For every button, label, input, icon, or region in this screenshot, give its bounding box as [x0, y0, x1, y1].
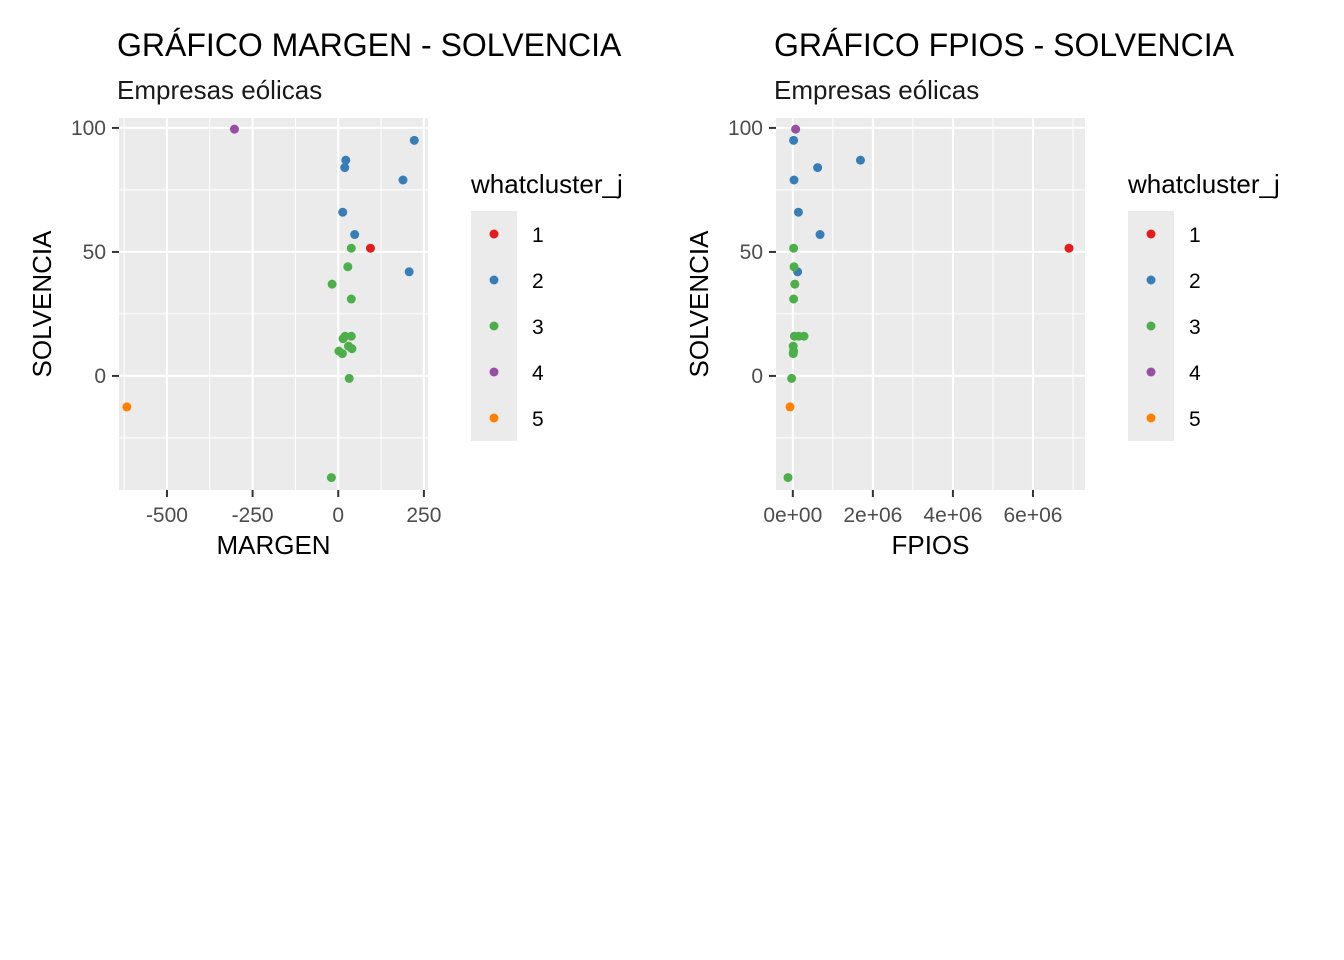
data-point-cluster-3 [799, 331, 809, 341]
legend-label-3: 3 [1189, 316, 1201, 339]
data-point-cluster-1 [365, 243, 375, 253]
data-point-cluster-3 [346, 331, 356, 341]
data-point-cluster-3 [346, 294, 356, 304]
chart-margen-solvencia: GRÁFICO MARGEN - SOLVENCIA Empresas eólic… [27, 27, 623, 560]
data-point-cluster-3 [327, 279, 337, 289]
y-tick-label: 0 [751, 365, 763, 388]
legend-label-4: 4 [532, 362, 544, 385]
data-point-cluster-1 [1064, 243, 1074, 253]
chart-title: GRÁFICO FPIOS - SOLVENCIA [774, 27, 1235, 63]
data-point-cluster-2 [404, 267, 414, 277]
legend-swatch-5 [489, 413, 499, 423]
chart-subtitle: Empresas eólicas [117, 75, 322, 105]
legend-swatch-1 [1146, 229, 1156, 239]
x-axis-title: FPIOS [891, 530, 969, 560]
data-point-cluster-2 [815, 230, 825, 240]
x-tick-label: 0e+00 [763, 504, 822, 527]
data-point-cluster-2 [340, 163, 350, 173]
data-point-cluster-3 [789, 262, 799, 272]
data-point-cluster-2 [813, 163, 823, 173]
legend-title: whatcluster_j [1127, 169, 1280, 199]
legend-label-2: 2 [1189, 270, 1201, 293]
y-tick-label: 50 [83, 241, 106, 264]
y-axis-title: SOLVENCIA [27, 230, 57, 378]
legend-label-4: 4 [1189, 362, 1201, 385]
plot-panel [119, 118, 428, 490]
legend-title: whatcluster_j [470, 169, 623, 199]
legend-swatch-2 [1146, 275, 1156, 285]
y-tick-label: 0 [94, 365, 106, 388]
x-tick-label: 4e+06 [923, 504, 982, 527]
chart-subtitle: Empresas eólicas [774, 75, 979, 105]
data-point-cluster-2 [350, 230, 360, 240]
data-point-cluster-3 [790, 279, 800, 289]
legend-label-5: 5 [1189, 408, 1201, 431]
y-axis-title: SOLVENCIA [684, 230, 714, 378]
data-point-cluster-3 [326, 473, 336, 483]
legend-swatch-3 [489, 321, 499, 331]
chart-title: GRÁFICO MARGEN - SOLVENCIA [117, 27, 622, 63]
data-point-cluster-2 [855, 155, 865, 165]
data-point-cluster-5 [785, 402, 795, 412]
x-tick-label: 6e+06 [1003, 504, 1062, 527]
legend-label-3: 3 [532, 316, 544, 339]
plot-panel [776, 118, 1085, 490]
y-tick-label: 100 [71, 117, 106, 140]
y-tick-label: 50 [740, 241, 763, 264]
data-point-cluster-5 [122, 402, 132, 412]
x-tick-label: -250 [232, 504, 274, 527]
y-tick-label: 100 [728, 117, 763, 140]
data-point-cluster-2 [789, 135, 799, 145]
data-point-cluster-3 [338, 334, 348, 344]
data-point-cluster-3 [789, 294, 799, 304]
data-point-cluster-2 [409, 135, 419, 145]
data-point-cluster-2 [789, 175, 799, 185]
legend-swatch-3 [1146, 321, 1156, 331]
legend-label-1: 1 [532, 224, 544, 247]
legend-swatch-1 [489, 229, 499, 239]
data-point-cluster-3 [347, 344, 357, 354]
legend-label-1: 1 [1189, 224, 1201, 247]
data-point-cluster-3 [343, 262, 353, 272]
data-point-cluster-4 [229, 124, 239, 134]
legend-swatch-4 [489, 367, 499, 377]
legend-swatch-2 [489, 275, 499, 285]
data-point-cluster-2 [793, 207, 803, 217]
legend-label-2: 2 [532, 270, 544, 293]
legend-swatch-5 [1146, 413, 1156, 423]
data-point-cluster-3 [789, 243, 799, 253]
legend-swatch-4 [1146, 367, 1156, 377]
x-tick-label: 0 [332, 504, 344, 527]
data-point-cluster-2 [341, 155, 351, 165]
data-point-cluster-4 [791, 124, 801, 134]
data-point-cluster-2 [398, 175, 408, 185]
data-point-cluster-3 [787, 373, 797, 383]
data-point-cluster-3 [344, 373, 354, 383]
chart-fpios-solvencia: GRÁFICO FPIOS - SOLVENCIA Empresas eólica… [684, 27, 1280, 560]
x-tick-label: 2e+06 [843, 504, 902, 527]
x-tick-label: -500 [146, 504, 188, 527]
data-point-cluster-2 [338, 207, 348, 217]
x-tick-label: 250 [406, 504, 441, 527]
legend-label-5: 5 [532, 408, 544, 431]
data-point-cluster-3 [788, 349, 798, 359]
data-point-cluster-3 [783, 473, 793, 483]
data-point-cluster-3 [346, 243, 356, 253]
x-axis-title: MARGEN [216, 530, 330, 560]
data-point-cluster-3 [337, 349, 347, 359]
